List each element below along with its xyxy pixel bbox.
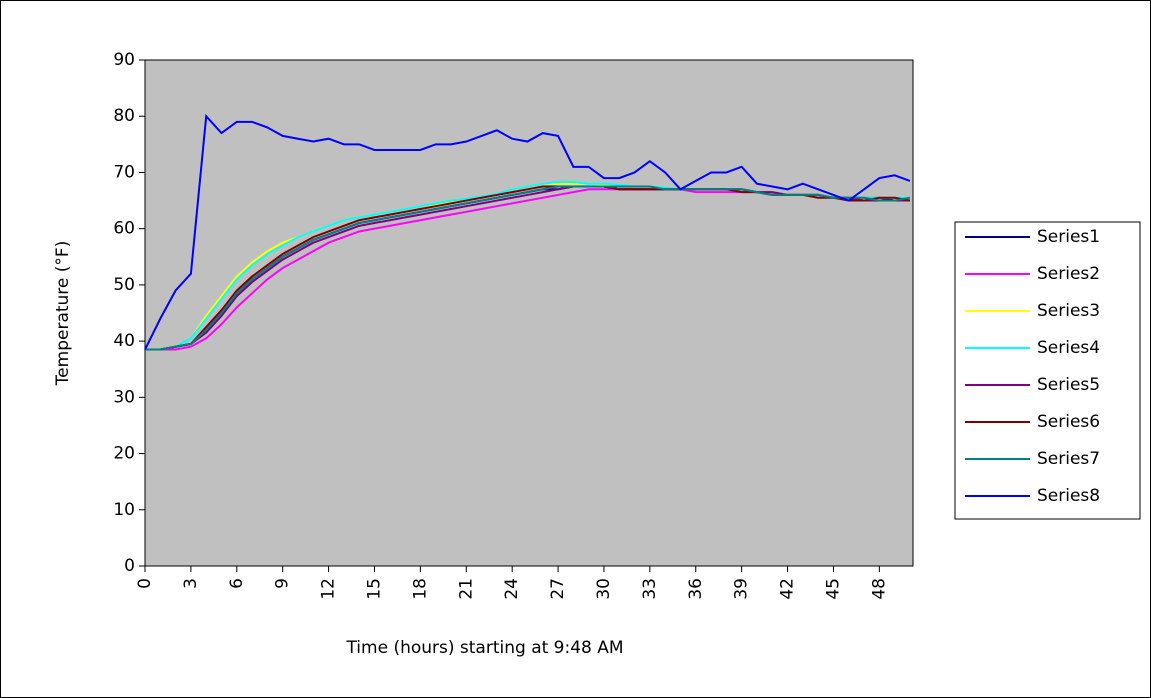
x-tick-label: 6 <box>227 578 247 589</box>
legend-label: Series5 <box>1037 375 1100 395</box>
x-tick-label: 45 <box>823 578 843 600</box>
legend-label: Series6 <box>1037 412 1100 432</box>
y-tick-label: 30 <box>113 387 135 407</box>
legend-label: Series4 <box>1037 338 1100 358</box>
y-tick-label: 70 <box>113 162 135 182</box>
y-axis-title: Temperature (°F) <box>53 241 73 387</box>
y-tick-label: 50 <box>113 275 135 295</box>
y-tick-label: 90 <box>113 50 135 70</box>
x-tick-label: 48 <box>869 578 889 600</box>
x-tick-label: 33 <box>640 578 660 600</box>
x-tick-label: 24 <box>502 578 522 600</box>
legend-box <box>954 221 1141 520</box>
x-tick-label: 21 <box>456 578 476 600</box>
x-tick-label: 27 <box>548 578 568 600</box>
x-tick-label: 12 <box>319 578 339 600</box>
x-tick-label: 0 <box>135 578 155 589</box>
legend-label: Series8 <box>1037 486 1100 506</box>
x-tick-label: 3 <box>181 578 201 589</box>
y-tick-label: 60 <box>113 219 135 239</box>
x-tick-label: 18 <box>410 578 430 600</box>
plot-area <box>144 59 914 567</box>
y-tick-label: 10 <box>113 500 135 520</box>
legend-label: Series2 <box>1037 264 1100 284</box>
y-tick-label: 40 <box>113 331 135 351</box>
legend-label: Series7 <box>1037 449 1100 469</box>
series-line <box>145 185 911 351</box>
x-tick-label: 36 <box>686 578 706 600</box>
y-tick-label: 0 <box>124 556 135 576</box>
y-tick-label: 20 <box>113 444 135 464</box>
x-tick-label: 39 <box>732 578 752 600</box>
x-axis-title: Time (hours) starting at 9:48 AM <box>345 638 623 658</box>
legend-label: Series1 <box>1037 227 1100 247</box>
legend-label: Series3 <box>1037 301 1100 321</box>
x-tick-label: 15 <box>364 578 384 600</box>
x-tick-label: 42 <box>778 578 798 600</box>
y-tick-label: 80 <box>113 106 135 126</box>
x-tick-label: 9 <box>273 578 293 589</box>
x-tick-label: 30 <box>594 578 614 600</box>
series-line <box>144 113 911 350</box>
